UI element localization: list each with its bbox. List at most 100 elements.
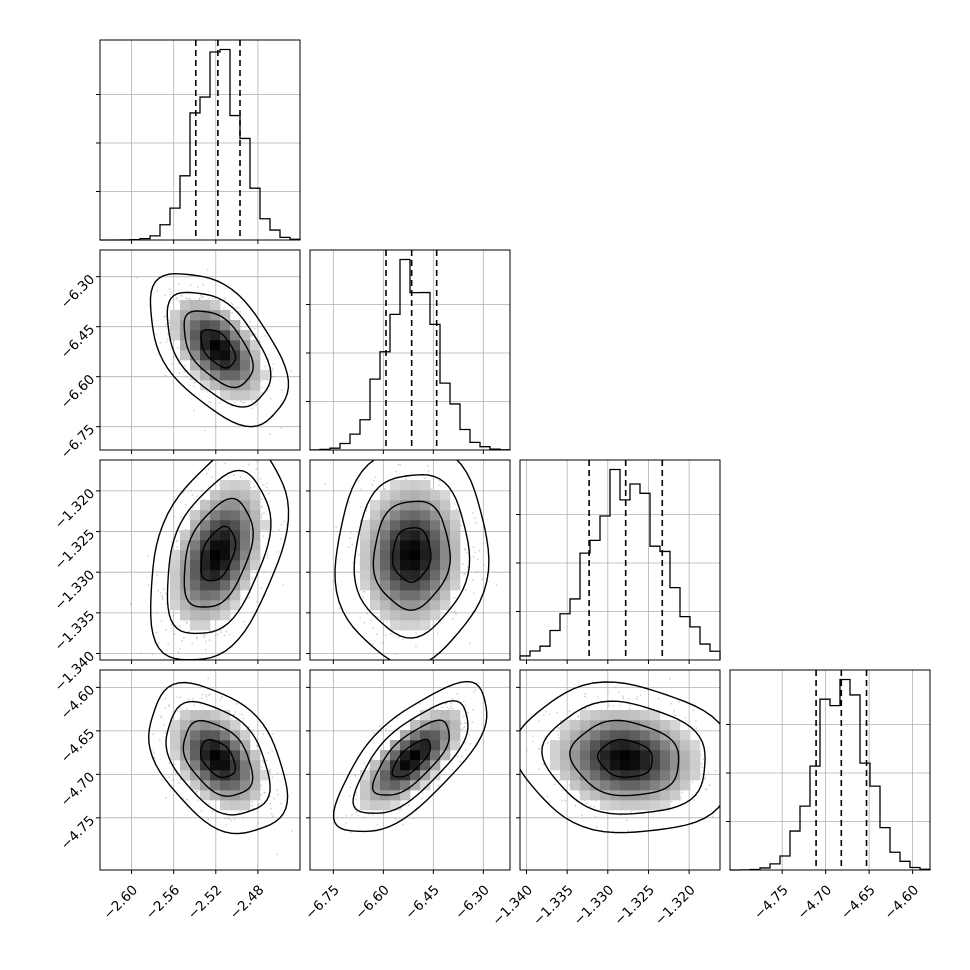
density-bin bbox=[570, 730, 581, 741]
density-bin bbox=[190, 350, 201, 361]
density-bin bbox=[190, 320, 201, 331]
density-bin bbox=[620, 720, 631, 731]
sample-point bbox=[451, 768, 454, 771]
sample-point bbox=[233, 401, 236, 404]
sample-point bbox=[351, 543, 354, 546]
density-bin bbox=[210, 580, 221, 591]
sample-point bbox=[253, 485, 256, 488]
sample-point bbox=[622, 697, 624, 699]
sample-point bbox=[165, 315, 167, 318]
sample-point bbox=[159, 592, 162, 594]
sample-point bbox=[251, 335, 254, 337]
sample-point bbox=[186, 798, 189, 801]
sample-point bbox=[415, 632, 417, 634]
sample-point bbox=[279, 538, 282, 540]
density-bin bbox=[230, 490, 241, 501]
sample-point bbox=[704, 777, 707, 780]
axes-frame bbox=[309, 459, 511, 661]
sample-point bbox=[233, 713, 236, 716]
density-bin bbox=[240, 580, 251, 591]
density-bin bbox=[440, 710, 451, 721]
sample-point bbox=[239, 475, 242, 478]
sample-point bbox=[208, 297, 211, 300]
density-bin bbox=[620, 760, 631, 771]
density-bin bbox=[380, 800, 391, 811]
sample-point bbox=[371, 627, 374, 630]
sample-point bbox=[269, 802, 272, 805]
density-bin bbox=[220, 520, 231, 531]
sample-point bbox=[185, 503, 187, 506]
sample-point bbox=[593, 806, 595, 808]
density-bin bbox=[640, 760, 651, 771]
density-bin bbox=[420, 480, 431, 491]
sample-point bbox=[577, 715, 580, 718]
density-bin bbox=[420, 570, 431, 581]
sample-point bbox=[460, 728, 463, 731]
sample-point bbox=[206, 269, 209, 271]
density-bin bbox=[180, 580, 191, 591]
sample-point bbox=[207, 485, 210, 488]
sample-point bbox=[512, 744, 514, 746]
sample-point bbox=[201, 693, 204, 696]
sample-point bbox=[196, 495, 199, 498]
sample-point bbox=[357, 553, 360, 556]
density-bin bbox=[410, 510, 421, 521]
density-bin bbox=[360, 770, 371, 781]
density-bin bbox=[180, 310, 191, 321]
density-bin bbox=[570, 720, 581, 731]
sample-point bbox=[129, 603, 132, 605]
sample-point bbox=[170, 623, 173, 626]
density-bin bbox=[610, 800, 621, 811]
sample-point bbox=[203, 429, 206, 432]
density-bin bbox=[220, 790, 231, 801]
sample-point bbox=[233, 713, 235, 716]
density-bin bbox=[450, 580, 461, 591]
sample-point bbox=[356, 530, 359, 533]
sample-point bbox=[191, 642, 194, 645]
sample-point bbox=[451, 611, 454, 613]
contour-line bbox=[334, 460, 490, 660]
density-bin bbox=[190, 610, 201, 621]
sample-point bbox=[209, 401, 212, 404]
density-bin bbox=[250, 750, 261, 761]
density-bin bbox=[360, 780, 371, 791]
sample-point bbox=[607, 692, 609, 694]
density-bin bbox=[210, 500, 221, 511]
density-bins bbox=[170, 300, 271, 401]
density-bin bbox=[210, 540, 221, 551]
density-bin bbox=[230, 380, 241, 391]
density-bin bbox=[410, 560, 421, 571]
sample-point bbox=[208, 629, 211, 632]
density-bin bbox=[420, 620, 431, 631]
sample-point bbox=[290, 829, 293, 832]
sample-point bbox=[451, 707, 454, 710]
sample-point bbox=[707, 771, 709, 774]
density-bin bbox=[220, 580, 231, 591]
histogram-step bbox=[99, 48, 301, 241]
density-bin bbox=[580, 720, 591, 731]
density-bin bbox=[230, 750, 241, 761]
sample-point bbox=[639, 694, 642, 696]
sample-point bbox=[225, 824, 227, 826]
density-bin bbox=[620, 710, 631, 721]
sample-point bbox=[176, 296, 179, 299]
sample-point bbox=[157, 642, 160, 644]
sample-point bbox=[241, 713, 243, 716]
density-bin bbox=[210, 300, 221, 311]
sample-point bbox=[180, 516, 183, 519]
density-bin bbox=[390, 590, 401, 601]
density-bin bbox=[380, 520, 391, 531]
sample-point bbox=[159, 715, 162, 718]
density-bin bbox=[600, 710, 611, 721]
density-bin bbox=[170, 560, 181, 571]
density-bin bbox=[200, 500, 211, 511]
density-bin bbox=[600, 760, 611, 771]
density-bin bbox=[660, 770, 671, 781]
density-bin bbox=[240, 740, 251, 751]
density-bin bbox=[210, 730, 221, 741]
sample-point bbox=[472, 709, 474, 711]
density-bin bbox=[430, 610, 441, 621]
sample-point bbox=[450, 702, 453, 705]
density-bin bbox=[190, 620, 201, 631]
